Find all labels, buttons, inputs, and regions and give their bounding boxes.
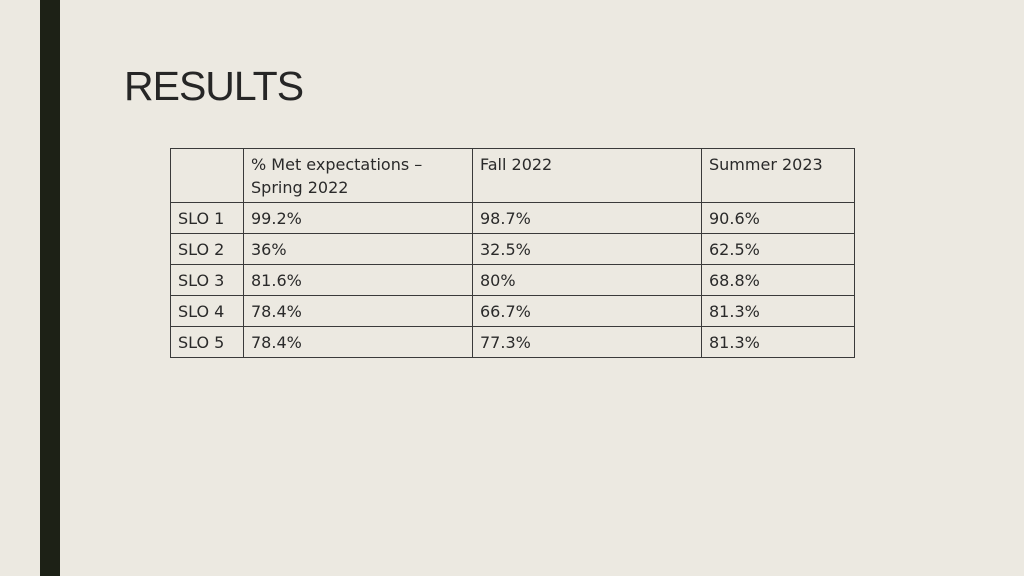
accent-bar <box>40 0 60 576</box>
table-cell: 81.3% <box>701 295 855 327</box>
table-cell: 78.4% <box>243 295 473 327</box>
row-label: SLO 1 <box>170 202 244 234</box>
table-row: SLO 2 36% 32.5% 62.5% <box>170 233 855 265</box>
table-cell: 98.7% <box>472 202 702 234</box>
table-cell: 66.7% <box>472 295 702 327</box>
table-cell: 81.3% <box>701 326 855 358</box>
header-cell-fall-2022: Fall 2022 <box>472 148 702 203</box>
header-cell-summer-2023: Summer 2023 <box>701 148 855 203</box>
table-header-row: % Met expectations – Spring 2022 Fall 20… <box>170 148 855 203</box>
slide-title: RESULTS <box>124 63 304 109</box>
table-cell: 99.2% <box>243 202 473 234</box>
table-row: SLO 5 78.4% 77.3% 81.3% <box>170 326 855 358</box>
table-row: SLO 4 78.4% 66.7% 81.3% <box>170 295 855 327</box>
row-label: SLO 5 <box>170 326 244 358</box>
header-cell-blank <box>170 148 244 203</box>
row-label: SLO 2 <box>170 233 244 265</box>
table-cell: 36% <box>243 233 473 265</box>
table-cell: 32.5% <box>472 233 702 265</box>
table-row: SLO 3 81.6% 80% 68.8% <box>170 264 855 296</box>
header-cell-spring-2022: % Met expectations – Spring 2022 <box>243 148 473 203</box>
table-cell: 80% <box>472 264 702 296</box>
table-cell: 78.4% <box>243 326 473 358</box>
row-label: SLO 4 <box>170 295 244 327</box>
table-row: SLO 1 99.2% 98.7% 90.6% <box>170 202 855 234</box>
table-cell: 62.5% <box>701 233 855 265</box>
table-cell: 77.3% <box>472 326 702 358</box>
results-table: % Met expectations – Spring 2022 Fall 20… <box>170 148 855 358</box>
table-cell: 90.6% <box>701 202 855 234</box>
row-label: SLO 3 <box>170 264 244 296</box>
table-cell: 81.6% <box>243 264 473 296</box>
table-cell: 68.8% <box>701 264 855 296</box>
